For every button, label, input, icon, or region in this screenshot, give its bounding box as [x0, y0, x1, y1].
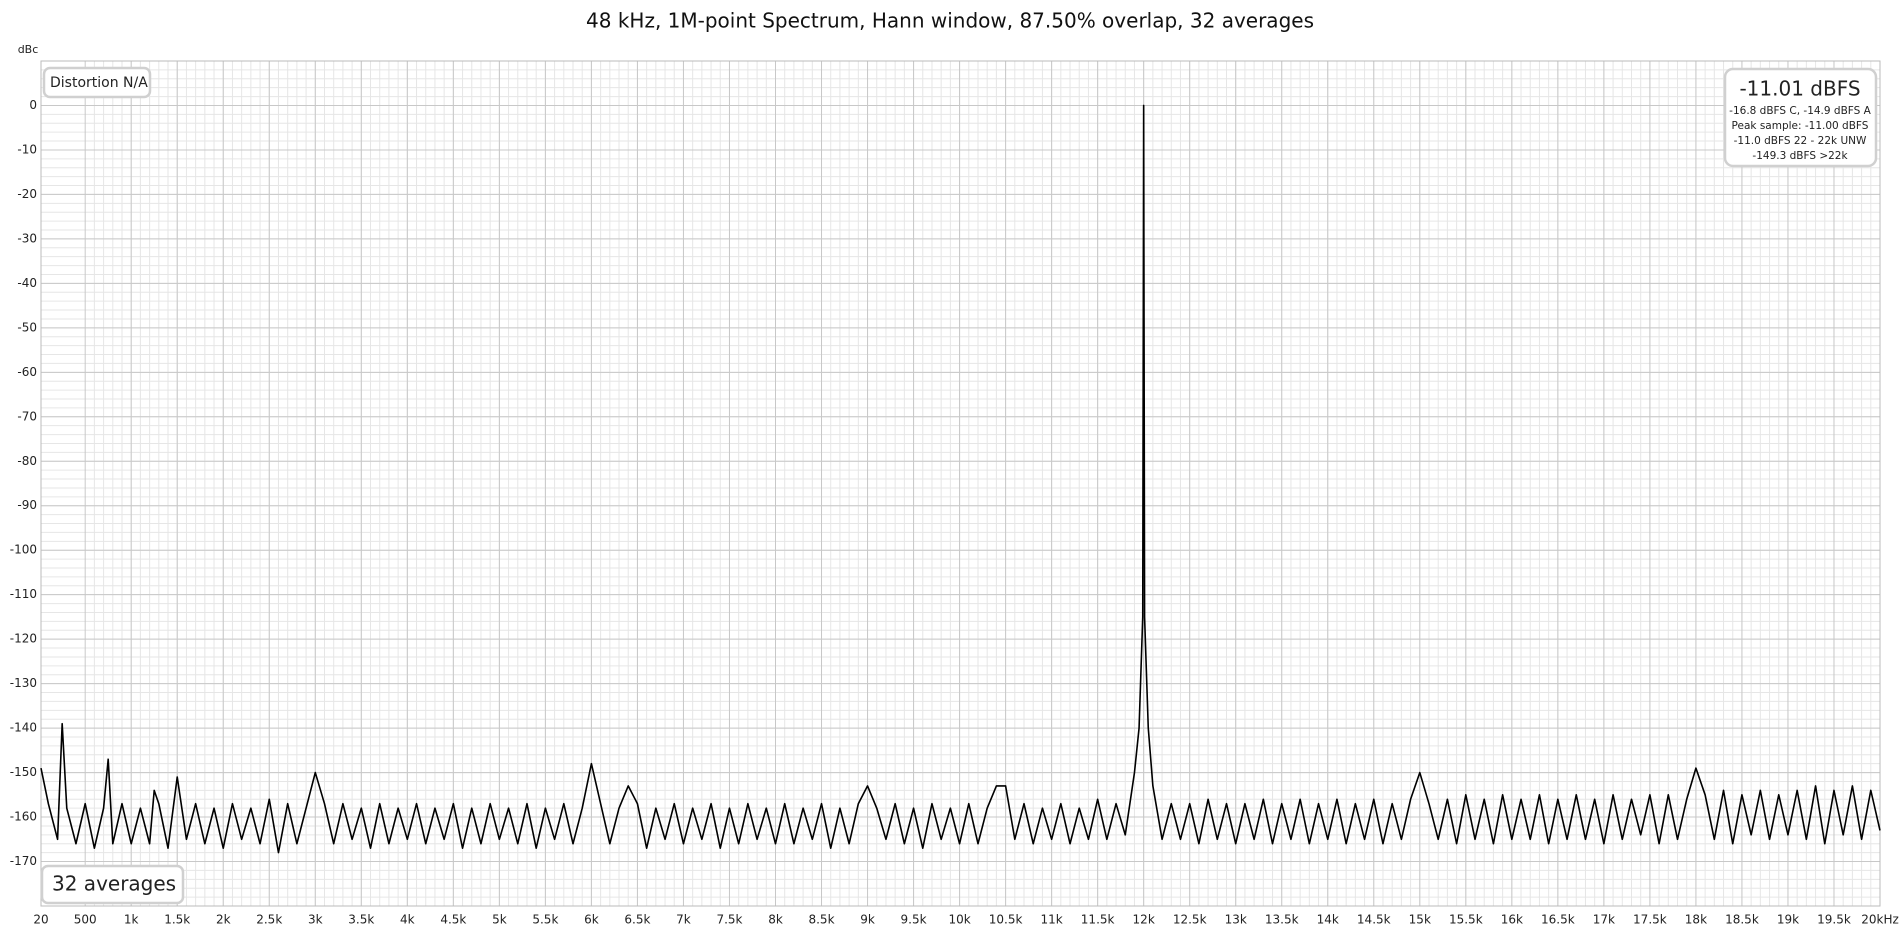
- x-tick-label: 1.5k: [164, 913, 190, 927]
- y-tick-label: -20: [17, 187, 37, 201]
- x-tick-label: 15k: [1409, 913, 1431, 927]
- x-tick-label: 2.5k: [256, 913, 282, 927]
- y-tick-label: -130: [10, 676, 37, 690]
- x-tick-label: 5.5k: [532, 913, 558, 927]
- x-tick-label: 3k: [308, 913, 323, 927]
- x-tick-label: 19.5k: [1817, 913, 1851, 927]
- x-tick-label: 17.5k: [1633, 913, 1667, 927]
- x-tick-label: 17k: [1593, 913, 1615, 927]
- x-tick-label: 13.5k: [1265, 913, 1299, 927]
- y-tick-label: -60: [17, 365, 37, 379]
- y-tick-label: -160: [10, 810, 37, 824]
- x-tick-label: 6.5k: [624, 913, 650, 927]
- level-details: -16.8 dBFS C, -14.9 dBFS A Peak sample: -…: [1729, 105, 1871, 162]
- x-tick-label: 1k: [124, 913, 139, 927]
- y-tick-label: -40: [17, 276, 37, 290]
- x-tick-label: 14k: [1317, 913, 1339, 927]
- x-tick-label: 2k: [216, 913, 231, 927]
- x-tick-label: 4k: [400, 913, 415, 927]
- y-axis-label: dBc: [18, 43, 39, 56]
- y-tick-label: -150: [10, 765, 37, 779]
- x-tick-label: 10k: [948, 913, 970, 927]
- plot-frame: [40, 60, 1881, 907]
- x-tick-label: 5k: [492, 913, 507, 927]
- x-tick-label: 4.5k: [440, 913, 466, 927]
- spectrum-line: [40, 104, 1881, 854]
- y-tick-label: -80: [17, 454, 37, 468]
- x-tick-label: 8.5k: [808, 913, 834, 927]
- x-tick-label: 9.5k: [901, 913, 927, 927]
- y-tick-label: -110: [10, 587, 37, 601]
- level-detail: -149.3 dBFS >22k: [1752, 150, 1848, 162]
- y-tick-label: -170: [10, 854, 37, 868]
- x-tick-label: 16k: [1501, 913, 1523, 927]
- y-tick-label: -70: [17, 409, 37, 423]
- level-label: -11.01 dBFS: [1739, 77, 1860, 101]
- marks: [40, 104, 1881, 854]
- averages-label: 32 averages: [52, 872, 176, 896]
- x-tick-label: 15.5k: [1449, 913, 1483, 927]
- x-tick-label: 6k: [584, 913, 599, 927]
- x-tick-label: 10.5k: [989, 913, 1023, 927]
- x-tick-label: 14.5k: [1357, 913, 1391, 927]
- level-detail: -16.8 dBFS C, -14.9 dBFS A: [1729, 105, 1871, 117]
- x-tick-label: 16.5k: [1541, 913, 1575, 927]
- y-tick-label: -30: [17, 231, 37, 245]
- y-tick-label: -50: [17, 320, 37, 334]
- level-box: [1723, 67, 1878, 168]
- x-tick-label: 3.5k: [348, 913, 374, 927]
- x-tick-label: 11.5k: [1081, 913, 1115, 927]
- x-tick-label: 20kHz: [1861, 913, 1899, 927]
- distortion-label: Distortion N/A: [50, 75, 148, 91]
- x-tick-label: 12k: [1133, 913, 1155, 927]
- y-tick-label: -90: [17, 498, 37, 512]
- y-tick-label: 0: [29, 98, 37, 112]
- x-tick-label: 13k: [1225, 913, 1247, 927]
- x-tick-label: 20: [33, 913, 48, 927]
- averages-box: [40, 864, 185, 905]
- x-tick-label: 12.5k: [1173, 913, 1207, 927]
- x-tick-label: 18.5k: [1725, 913, 1759, 927]
- y-tick-label: -100: [10, 543, 37, 557]
- x-tick-label: 9k: [860, 913, 875, 927]
- chart-title: 48 kHz, 1M-point Spectrum, Hann window, …: [586, 9, 1314, 33]
- x-tick-label: 7.5k: [716, 913, 742, 927]
- y-tick-label: -10: [17, 142, 37, 156]
- x-tick-label: 500: [74, 913, 97, 927]
- level-detail: Peak sample: -11.00 dBFS: [1732, 120, 1869, 132]
- y-tick-label: -120: [10, 632, 37, 646]
- x-tick-label: 11k: [1041, 913, 1063, 927]
- grid: [40, 60, 1881, 907]
- x-tick-label: 8k: [768, 913, 783, 927]
- y-tick-label: -140: [10, 721, 37, 735]
- distortion-box: [42, 66, 152, 99]
- x-tick-label: 7k: [676, 913, 691, 927]
- x-tick-label: 19k: [1777, 913, 1799, 927]
- x-tick-label: 18k: [1685, 913, 1707, 927]
- level-detail: -11.0 dBFS 22 - 22k UNW: [1734, 135, 1867, 147]
